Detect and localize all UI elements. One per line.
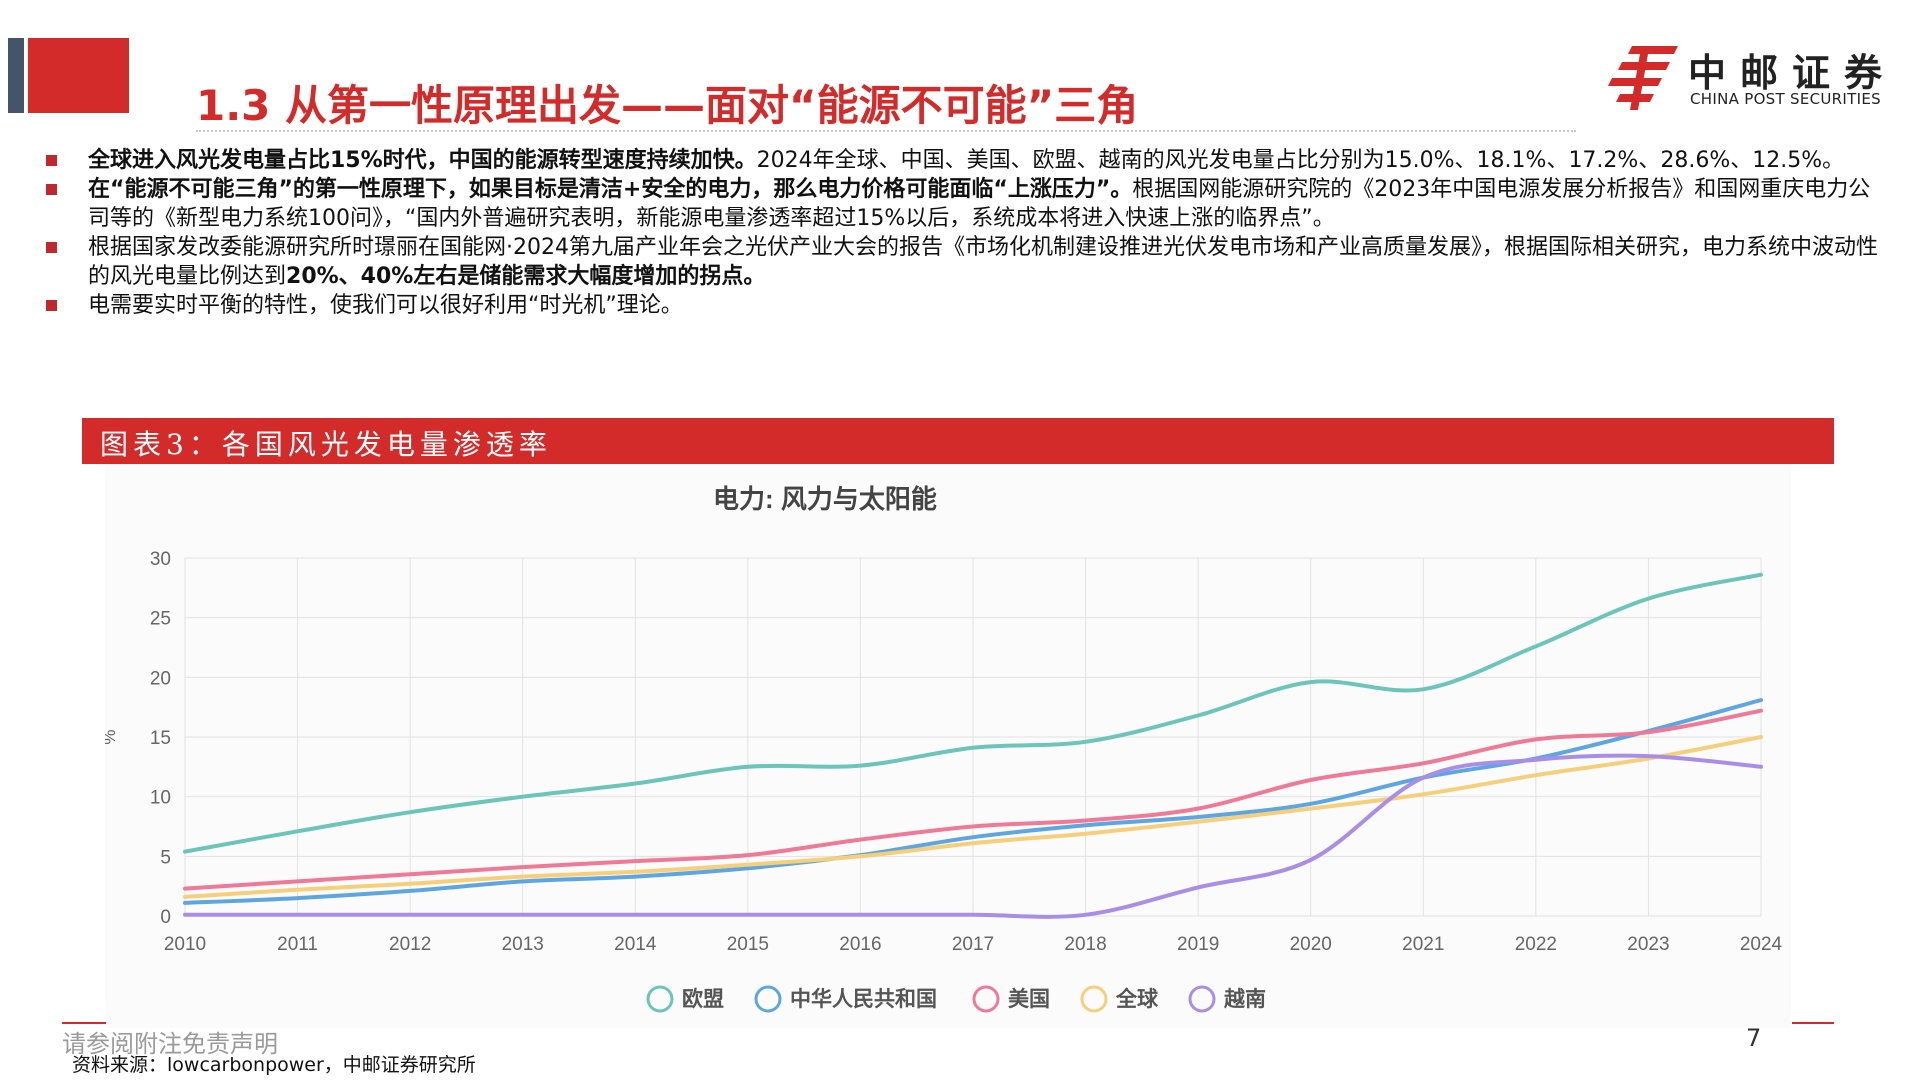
bullet-bold-text: 全球进入风光发电量占比15%时代，中国的能源转型速度持续加快。 (88, 148, 757, 173)
footer-disclaimer: 请参阅附注免责声明 (62, 1030, 278, 1058)
x-tick-label: 2014 (614, 934, 657, 955)
legend-swatch (972, 985, 1000, 1013)
legend-label: 中华人民共和国 (790, 987, 937, 1011)
legend-label: 全球 (1115, 987, 1159, 1011)
series-line (183, 708, 1763, 891)
bullet-item: 在“能源不可能三角”的第一性原理下，如果目标是清洁+安全的电力，那么电力价格可能… (40, 175, 1890, 233)
logo-name-cn: 中邮证券 (1688, 51, 1897, 95)
bullet-square-icon (46, 242, 57, 253)
x-tick-label: 2021 (1402, 934, 1444, 955)
figure-title-bar: 图表3：各国风光发电量渗透率 (82, 418, 1834, 464)
bullet-bold-text: 在“能源不可能三角”的第一性原理下，如果目标是清洁+安全的电力，那么电力价格可能… (88, 177, 1133, 202)
y-tick-label: 10 (150, 788, 171, 809)
x-tick-label: 2013 (502, 934, 544, 955)
y-tick-label: 15 (150, 728, 171, 749)
page-number: 7 (1746, 1024, 1762, 1052)
bullet-text: 根据国网能源研究院的《2023年中国电源发展分析报告》和国网重庆电力公司等的《新… (88, 177, 1871, 231)
bullet-item: 电需要实时平衡的特性，使我们可以很好利用“时光机”理论。 (40, 291, 1890, 320)
bullet-text: 根据国家发改委能源研究所时璟丽在国能网·2024第九届产业年会之光伏产业大会的报… (88, 235, 1878, 289)
legend-swatch (1188, 985, 1216, 1013)
title-divider (196, 130, 1576, 132)
y-tick-label: 25 (150, 609, 171, 630)
chart-title: 电力: 风力与太阳能 (713, 484, 937, 514)
legend-label: 越南 (1223, 987, 1266, 1011)
line-chart: 电力: 风力与太阳能 % 0 5 10 15 20 25 30 2010 2011 2012 201… (105, 484, 1783, 1013)
chart-axis-ticks: 0 5 10 15 20 25 30 2010 2011 2012 2013 2014 2015 2016… (150, 549, 1783, 955)
bullet-square-icon (46, 300, 57, 311)
legend-swatch (1080, 985, 1108, 1013)
series-line (183, 735, 1763, 899)
x-tick-label: 2018 (1064, 934, 1106, 955)
legend-label: 美国 (1008, 987, 1050, 1011)
x-tick-label: 2012 (389, 934, 431, 955)
series-line (183, 698, 1763, 905)
x-tick-label: 2011 (277, 934, 318, 955)
chart-series (183, 572, 1763, 919)
chart-y-axis-label: % (105, 729, 119, 744)
legend-swatch (754, 985, 782, 1013)
chart-legend: 欧盟 中华人民共和国 美国 全球 越南 (646, 985, 1266, 1013)
bullet-square-icon (46, 155, 57, 166)
x-tick-label: 2019 (1177, 934, 1219, 955)
x-tick-label: 2015 (727, 934, 769, 955)
bullet-item: 根据国家发改委能源研究所时璟丽在国能网·2024第九届产业年会之光伏产业大会的报… (40, 233, 1890, 291)
chart-source: 资料来源：lowcarbonpower，中邮证券研究所 (72, 1054, 476, 1076)
title-accent-grey (8, 38, 24, 113)
figure-title: 图表3：各国风光发电量渗透率 (100, 428, 552, 461)
bullet-item: 全球进入风光发电量占比15%时代，中国的能源转型速度持续加快。2024年全球、中… (40, 146, 1890, 175)
bullet-bold-text: 20%、40%左右是储能需求大幅度增加的拐点。 (286, 264, 766, 289)
slide-title: 1.3 从第一性原理出发——面对“能源不可能”三角 (196, 81, 1139, 130)
x-tick-label: 2017 (952, 934, 994, 955)
bullet-text: 电需要实时平衡的特性，使我们可以很好利用“时光机”理论。 (88, 293, 683, 318)
y-tick-label: 5 (160, 847, 171, 868)
y-tick-label: 0 (160, 907, 171, 928)
title-accent-red (28, 38, 129, 113)
legend-label: 欧盟 (682, 987, 724, 1011)
y-tick-label: 30 (150, 549, 171, 570)
bullet-text: 2024年全球、中国、美国、欧盟、越南的风光发电量占比分别为15.0%、18.1… (756, 148, 1845, 173)
x-tick-label: 2010 (164, 934, 206, 955)
series-line (183, 572, 1763, 854)
x-tick-label: 2020 (1290, 934, 1332, 955)
x-tick-label: 2016 (839, 934, 881, 955)
legend-swatch (646, 985, 674, 1013)
y-tick-label: 20 (150, 668, 171, 689)
x-tick-label: 2024 (1740, 934, 1783, 955)
company-logo: 中邮证券 CHINA POST SECURITIES (1604, 40, 1904, 110)
china-post-logo-icon (1608, 46, 1678, 110)
logo-name-en: CHINA POST SECURITIES (1690, 90, 1881, 108)
footer-accent-left (62, 1022, 106, 1024)
x-tick-label: 2023 (1627, 934, 1669, 955)
chart-panel: 电力: 风力与太阳能 % 0 5 10 15 20 25 30 2010 2011 2012 201… (105, 464, 1791, 1028)
bullet-list: 全球进入风光发电量占比15%时代，中国的能源转型速度持续加快。2024年全球、中… (40, 146, 1890, 320)
bullet-square-icon (46, 184, 57, 195)
x-tick-label: 2022 (1515, 934, 1557, 955)
series-line (183, 753, 1763, 919)
footer-accent-right (1792, 1022, 1834, 1024)
chart-gridlines (184, 557, 1762, 917)
